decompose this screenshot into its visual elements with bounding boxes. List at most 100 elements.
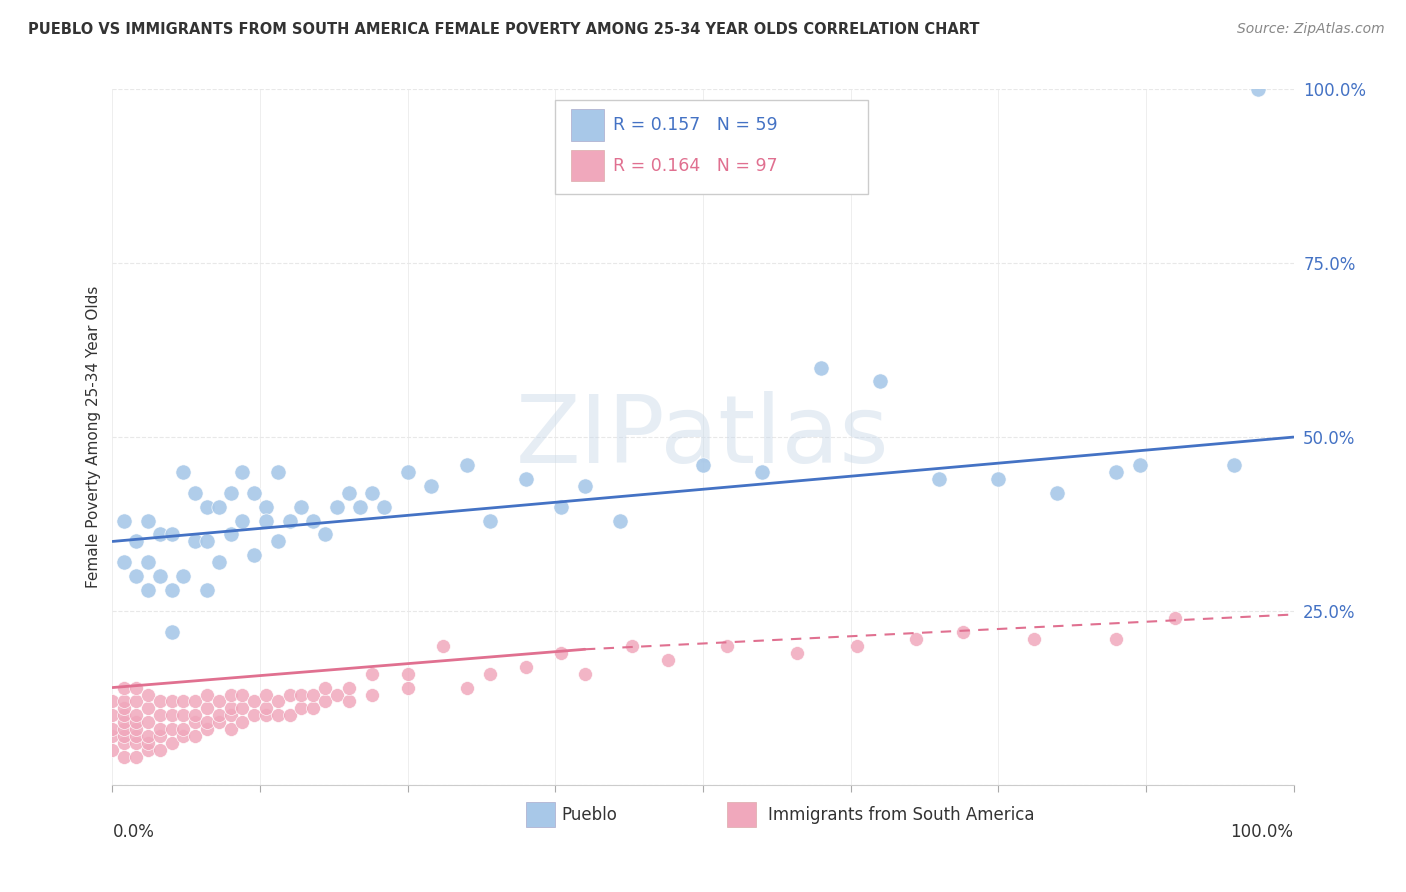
Point [125,694,148,708]
Point [231,701,253,715]
Point [195,534,218,549]
Point [361,688,384,702]
Point [184,708,207,723]
Point [302,514,325,528]
Point [184,485,207,500]
Point [337,681,360,695]
Point [112,736,135,750]
Point [231,514,253,528]
Point [149,694,172,708]
Point [125,569,148,583]
Point [160,583,183,598]
Point [125,715,148,730]
Point [219,688,242,702]
Point [219,527,242,541]
Point [231,688,253,702]
Point [184,694,207,708]
Point [136,736,159,750]
Point [208,555,231,569]
Point [396,465,419,479]
Point [314,527,336,541]
Point [172,694,194,708]
Point [326,688,349,702]
Point [396,681,419,695]
Point [101,708,124,723]
Point [125,729,148,743]
Point [112,708,135,723]
Point [326,500,349,514]
Point [361,666,384,681]
Point [101,743,124,757]
Point [172,708,194,723]
Point [243,694,266,708]
Point [290,500,312,514]
Bar [526,803,555,827]
Point [1223,458,1246,472]
Point [136,743,159,757]
Point [928,472,950,486]
Point [420,479,443,493]
Point [172,465,194,479]
Point [361,485,384,500]
Point [208,715,231,730]
Point [550,646,572,660]
Point [160,723,183,737]
Point [290,701,312,715]
Point [149,527,172,541]
Text: R = 0.164   N = 97: R = 0.164 N = 97 [613,157,778,175]
Point [254,701,277,715]
Text: PUEBLO VS IMMIGRANTS FROM SOUTH AMERICA FEMALE POVERTY AMONG 25-34 YEAR OLDS COR: PUEBLO VS IMMIGRANTS FROM SOUTH AMERICA … [28,22,980,37]
Point [456,458,478,472]
Point [184,534,207,549]
Point [112,555,135,569]
Point [149,743,172,757]
Point [432,639,454,653]
Point [290,688,312,702]
Point [609,514,631,528]
Point [278,514,301,528]
Point [149,723,172,737]
Point [136,688,159,702]
Point [195,723,218,737]
Point [479,514,502,528]
Point [112,514,135,528]
Point [136,729,159,743]
Point [112,750,135,764]
Point [172,569,194,583]
Point [112,701,135,715]
Text: Pueblo: Pueblo [561,805,617,824]
Point [101,694,124,708]
Point [243,485,266,500]
Point [254,708,277,723]
Point [160,624,183,639]
Point [550,500,572,514]
Point [195,715,218,730]
Point [267,534,290,549]
Point [208,708,231,723]
Point [136,701,159,715]
Bar [727,803,756,827]
Point [278,688,301,702]
Bar [571,109,603,141]
Point [574,666,596,681]
Point [160,527,183,541]
Point [219,701,242,715]
Point [208,694,231,708]
Point [337,485,360,500]
Point [786,646,808,660]
Point [112,694,135,708]
Point [219,708,242,723]
Point [267,694,290,708]
Point [149,729,172,743]
Point [716,639,738,653]
Point [1046,485,1069,500]
Point [136,514,159,528]
Point [172,729,194,743]
Point [515,472,537,486]
Point [1164,611,1187,625]
Point [1105,465,1128,479]
Text: Source: ZipAtlas.com: Source: ZipAtlas.com [1237,22,1385,37]
Point [149,708,172,723]
Point [160,694,183,708]
Point [1105,632,1128,646]
